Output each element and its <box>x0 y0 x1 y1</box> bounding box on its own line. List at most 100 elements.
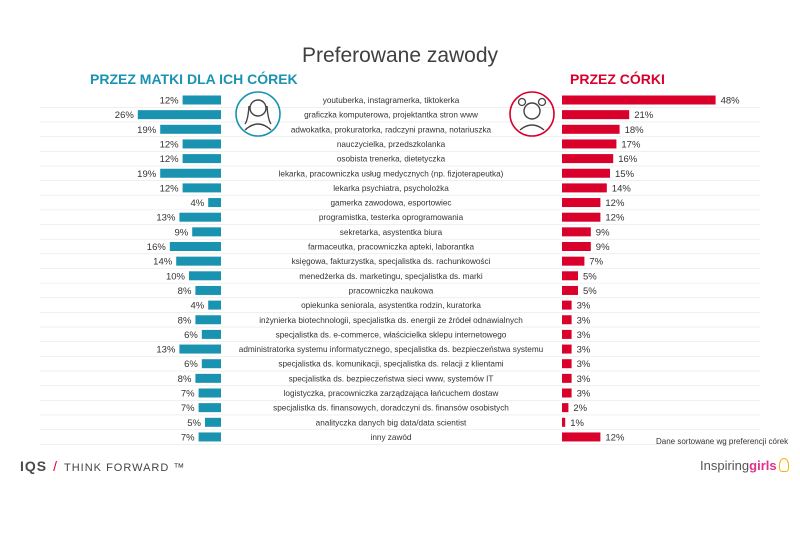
chart-title: Preferowane zawody <box>301 44 499 67</box>
daughters-bar <box>562 388 572 398</box>
daughters-value-label: 3% <box>577 389 591 400</box>
mothers-bar <box>182 95 221 105</box>
daughters-bar <box>562 139 617 149</box>
category-label: opiekunka seniorala, asystentka rodzin, … <box>301 301 481 310</box>
daughters-bar <box>562 242 591 251</box>
mothers-value-label: 9% <box>174 227 188 238</box>
category-label: programistka, testerka oprogramowania <box>319 213 464 222</box>
daughters-bar <box>562 110 630 120</box>
mothers-value-label: 10% <box>166 271 186 282</box>
row-separators <box>40 107 760 445</box>
daughters-value-label: 5% <box>583 271 597 282</box>
daughters-value-label: 1% <box>570 418 584 429</box>
mothers-value-label: 26% <box>115 110 135 121</box>
daughters-bar <box>562 300 572 310</box>
daughters-bar <box>562 183 607 193</box>
mothers-bar <box>182 154 221 164</box>
category-label: analityczka danych big data/data scienti… <box>316 418 467 427</box>
category-label: administratorka systemu informatycznego,… <box>239 345 544 354</box>
daughters-bar <box>562 124 620 134</box>
daughters-value-label: 9% <box>596 242 610 253</box>
daughters-value-label: 2% <box>573 403 587 414</box>
category-label: menedżerka ds. marketingu, specjalistka … <box>299 272 483 281</box>
mothers-bar <box>137 110 221 120</box>
mothers-bars <box>137 95 221 442</box>
mothers-value-label: 12% <box>160 154 180 165</box>
daughters-value-label: 5% <box>583 286 597 297</box>
mothers-value-label: 14% <box>153 257 173 268</box>
daughters-value-label: 7% <box>589 257 603 268</box>
mothers-value-label: 5% <box>187 418 201 429</box>
daughters-value-label: 3% <box>577 315 591 326</box>
category-label: pracowniczka naukowa <box>349 286 434 295</box>
category-label: nauczycielka, przedszkolanka <box>337 140 446 149</box>
mothers-value-label: 12% <box>160 96 180 107</box>
lightbulb-icon <box>778 458 789 472</box>
category-label: inny zawód <box>371 433 412 442</box>
daughters-value-label: 3% <box>577 359 591 370</box>
category-label: inżynierka biotechnologii, specjalistka … <box>259 316 523 325</box>
category-label: adwokatka, prokuratorka, radczyni prawna… <box>291 125 492 134</box>
daughters-value-label: 15% <box>615 169 635 180</box>
mothers-bar <box>192 227 221 237</box>
mothers-value-label: 12% <box>160 139 180 150</box>
woman-icon <box>235 91 281 137</box>
mothers-series-header: PRZEZ MATKI DLA ICH CÓREK <box>90 71 298 87</box>
mothers-bar <box>182 183 221 193</box>
daughters-series-header: PRZEZ CÓRKI <box>570 71 665 87</box>
daughters-bar <box>562 271 578 281</box>
mothers-value-label: 8% <box>178 374 192 385</box>
value-labels: 12% 48% 26% 21% 19% 18% 12% 17% 12% 16% 19% 15% 12% 1… <box>115 96 740 444</box>
daughters-bar <box>562 359 572 369</box>
daughters-value-label: 9% <box>596 227 610 238</box>
mothers-value-label: 7% <box>181 432 195 443</box>
mothers-bar <box>208 300 221 310</box>
daughters-value-label: 14% <box>612 183 632 194</box>
mothers-bar <box>201 329 221 339</box>
iqs-logo-mark: IQS <box>20 458 48 474</box>
category-label: lekarka psychiatra, psycholożka <box>333 184 449 193</box>
category-label: youtuberka, instagramerka, tiktokerka <box>323 96 460 105</box>
daughters-bar <box>562 403 569 413</box>
daughters-value-label: 3% <box>577 301 591 312</box>
mothers-bar <box>169 242 221 251</box>
daughters-value-label: 17% <box>621 139 641 150</box>
mothers-bar <box>195 373 221 383</box>
mothers-value-label: 12% <box>160 183 180 194</box>
category-labels: youtuberka, instagramerka, tiktokerka gra… <box>239 96 544 442</box>
daughters-bar <box>562 285 578 295</box>
category-label: specjalistka ds. finansowych, doradczyni… <box>273 404 509 413</box>
category-label: farmaceutka, pracowniczka apteki, labora… <box>308 243 475 252</box>
girl-icon <box>509 91 555 137</box>
daughters-bar <box>562 95 716 105</box>
daughters-bar <box>562 256 585 266</box>
category-label: osobista trenerka, dietetyczka <box>337 155 446 164</box>
sorting-note: Dane sortowane wg preferencji córek <box>656 437 789 446</box>
category-label: specjalistka ds. komunikacji, specjalist… <box>278 360 503 369</box>
iqs-logo-tagline: THINK FORWARD ™ <box>64 462 186 474</box>
mothers-bar <box>198 432 221 442</box>
daughters-value-label: 3% <box>577 345 591 356</box>
daughters-value-label: 3% <box>577 330 591 341</box>
mothers-bar <box>179 344 221 354</box>
category-label: specjalistka ds. bezpieczeństwa sieci ww… <box>289 374 494 383</box>
category-label: sekretarka, asystentka biura <box>340 228 443 237</box>
mothers-bar <box>195 285 221 295</box>
daughters-value-label: 12% <box>605 432 625 443</box>
mothers-value-label: 19% <box>137 125 157 136</box>
logo-divider: / <box>53 458 59 474</box>
daughters-bar <box>562 417 566 427</box>
category-label: logistyczka, pracowniczka zarządzająca ł… <box>284 389 499 398</box>
daughters-value-label: 16% <box>618 154 638 165</box>
mothers-value-label: 4% <box>190 198 204 209</box>
mothers-bar <box>208 198 221 208</box>
daughters-bar <box>562 329 572 339</box>
category-label: księgowa, fakturzystka, specjalistka ds.… <box>292 257 491 266</box>
inspiring-girls-logo-b: girls <box>749 458 777 473</box>
mothers-bar <box>195 315 221 325</box>
mothers-bar <box>189 271 221 281</box>
mothers-bar <box>182 139 221 149</box>
mothers-bar <box>201 359 221 369</box>
mothers-bar <box>205 417 221 427</box>
daughters-bar <box>562 373 572 383</box>
